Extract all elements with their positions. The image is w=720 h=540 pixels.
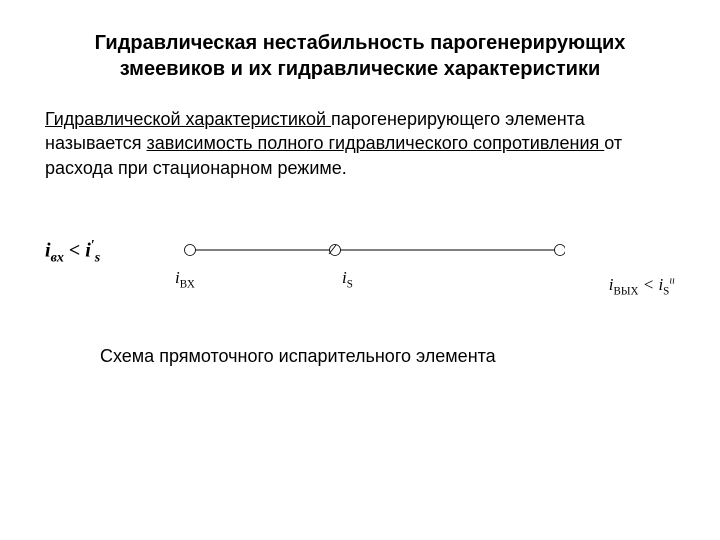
label-vx-sub: ВХ: [180, 278, 195, 290]
ineq-right-sub2: S: [663, 285, 669, 297]
right-node: [555, 244, 566, 255]
ineq-right-lt: <: [638, 275, 658, 294]
definition-paragraph: Гидравлической характеристикой парогенер…: [45, 107, 675, 180]
diagram-caption: Схема прямоточного испарительного элемен…: [100, 345, 520, 368]
ineq-right-sup2: ıı: [669, 275, 675, 286]
ineq-left-sub2: s: [95, 251, 100, 266]
slide-title: Гидравлическая нестабильность парогенери…: [45, 30, 675, 82]
label-vx: iВХ: [175, 268, 195, 290]
element-diagram: [165, 230, 565, 280]
diagram-row: iвх < i′s iВХ iS iВЫХ < iSıı: [45, 220, 675, 310]
title-line-2: змеевиков и их гидравлические характерис…: [120, 58, 601, 80]
label-s-sub: S: [347, 278, 353, 290]
def-underline-1: Гидравлической характеристикой: [45, 109, 331, 129]
inequality-right: iВЫХ < iSıı: [609, 275, 675, 297]
title-line-1: Гидравлическая нестабильность парогенери…: [95, 32, 626, 54]
ineq-left-lt: <: [64, 240, 85, 262]
label-s: iS: [342, 268, 353, 290]
inequality-left: iвх < i′s: [45, 238, 100, 267]
ineq-right-sub1: ВЫХ: [613, 285, 638, 297]
ineq-left-sub1: вх: [51, 251, 64, 266]
left-node: [185, 244, 196, 255]
def-underline-2: зависимость полного гидравлического сопр…: [147, 133, 605, 153]
